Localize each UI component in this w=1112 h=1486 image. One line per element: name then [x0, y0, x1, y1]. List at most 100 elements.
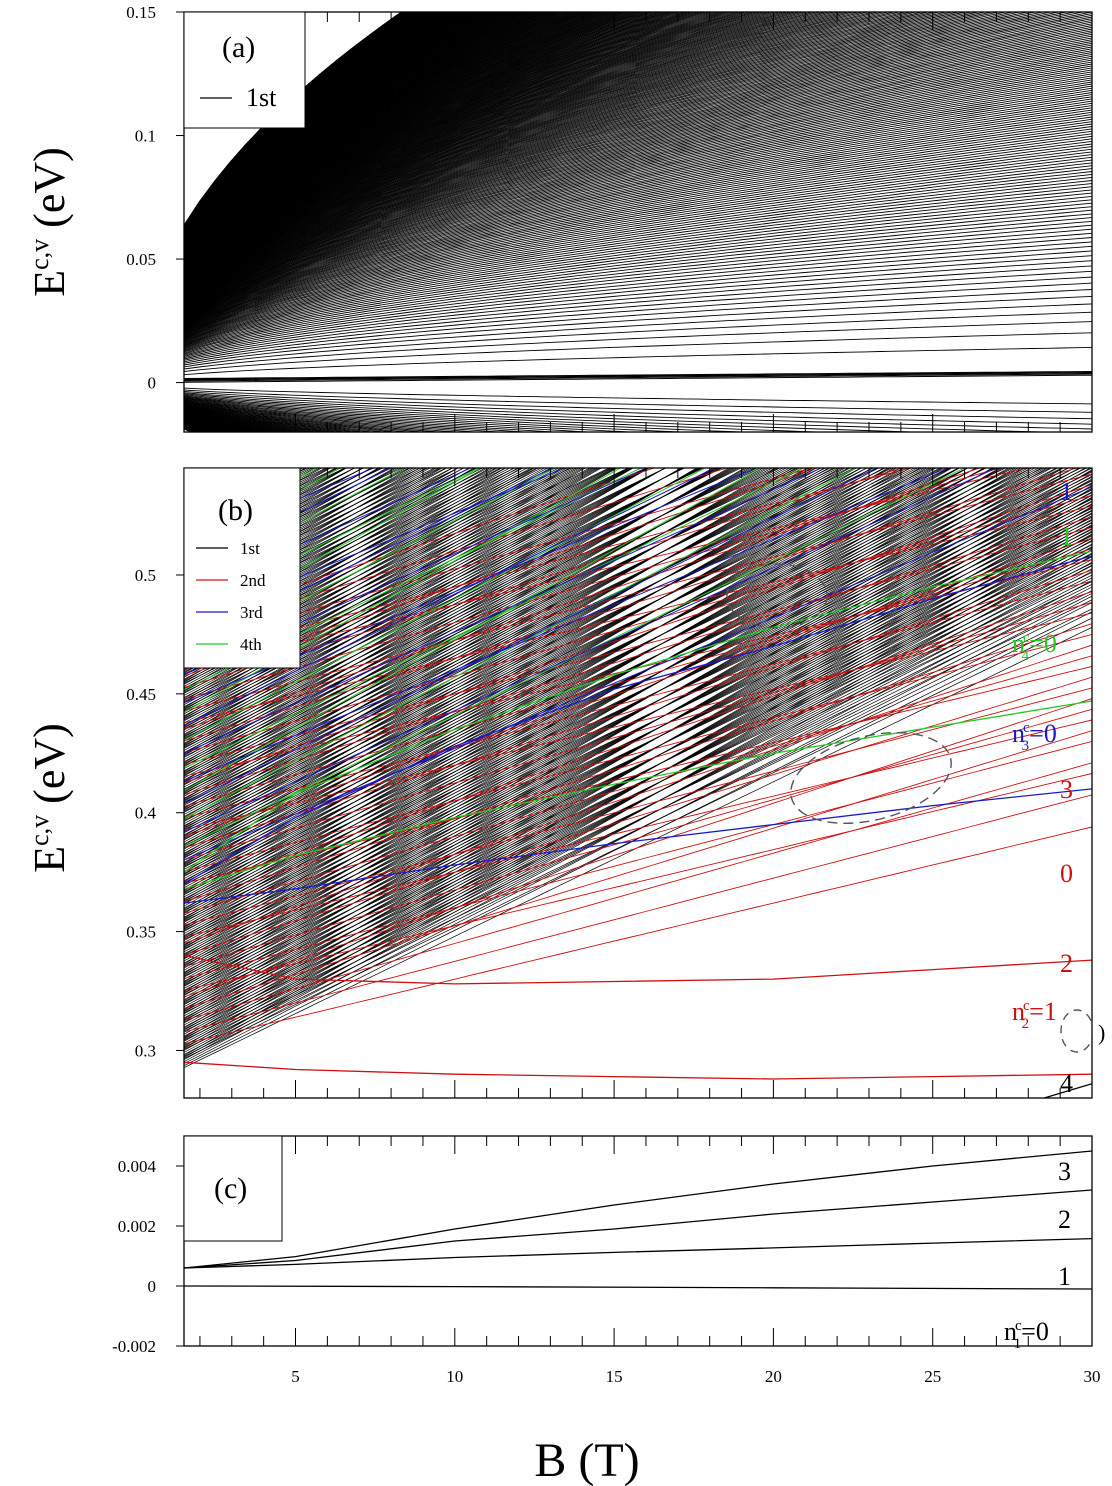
level-line-1st — [184, 470, 1092, 953]
level-line-3rd — [184, 468, 998, 833]
level-line-1st — [184, 468, 356, 559]
level-line-1st — [184, 468, 523, 663]
level-line-2nd — [184, 773, 1092, 991]
level-line-1st — [184, 488, 1092, 971]
level-line-1st — [184, 468, 421, 583]
level-line-1st — [184, 475, 1092, 985]
level-line — [184, 130, 1092, 327]
level-line — [184, 199, 1092, 343]
y-tick-label: 0.002 — [118, 1217, 156, 1236]
level-line — [184, 23, 1092, 303]
level-line-1st — [184, 468, 630, 691]
level-line — [184, 12, 810, 285]
level-line — [184, 67, 1092, 313]
level-line-1st — [184, 468, 597, 687]
anticrossing-markers — [726, 563, 1092, 1053]
series-1st-n4 — [1044, 1083, 1092, 1098]
level-line — [184, 402, 428, 432]
level-line-1st — [184, 468, 348, 562]
level-line-1st — [184, 468, 633, 713]
level-line — [184, 371, 1092, 380]
level-line-1st — [184, 468, 705, 721]
level-line-2nd — [184, 468, 982, 730]
level-line-1st — [184, 468, 459, 614]
panel-a-label: (a) — [222, 31, 255, 64]
level-line-4th — [184, 468, 707, 741]
level-line — [184, 32, 1092, 305]
level-line — [184, 12, 403, 226]
level-line-2nd — [184, 644, 1092, 944]
level-line-1st — [184, 468, 818, 776]
level-line-1st — [184, 468, 918, 868]
level-line-1st — [184, 468, 566, 676]
level-line-1st — [184, 468, 923, 838]
y-tick-label: 0.35 — [126, 923, 156, 942]
level-line — [184, 57, 1092, 311]
level-line — [184, 12, 1045, 298]
y-tick-label: 0.004 — [118, 1157, 157, 1176]
panel-c: 0.004 0.002 0 -0.002 5 10 15 20 25 30 (c) 3 2 1 n… — [112, 1135, 1101, 1486]
level-line-1st — [184, 468, 403, 574]
level-line-1st — [184, 468, 862, 848]
level-line-1st — [184, 468, 568, 683]
level-line — [184, 295, 1092, 364]
level-line — [184, 12, 748, 280]
level-line — [184, 162, 1092, 334]
level-line — [184, 12, 755, 280]
y-tick-label: 0 — [148, 374, 157, 393]
level-line — [184, 165, 1092, 335]
level-line — [184, 402, 445, 432]
level-line — [184, 12, 1069, 299]
level-line-1st — [184, 468, 489, 625]
level-line — [184, 400, 506, 432]
level-line-1st — [184, 468, 535, 638]
level-line — [184, 16, 1092, 302]
level-line-1st — [184, 468, 1040, 909]
level-line-1st — [184, 468, 372, 573]
level-line-2nd — [184, 537, 1092, 837]
level-line — [184, 12, 1008, 297]
level-line-1st — [184, 538, 1092, 993]
level-line — [184, 71, 1092, 314]
series-c-n0 — [184, 1285, 1092, 1290]
level-line-2nd — [184, 494, 1092, 754]
y-tick-label: 0.3 — [135, 1041, 156, 1060]
level-line-3rd — [184, 468, 878, 805]
level-line — [184, 12, 907, 291]
level-line-1st — [184, 468, 491, 645]
level-line — [184, 65, 1092, 313]
y-tick-label: 0.5 — [135, 566, 156, 585]
level-line-1st — [184, 468, 365, 556]
level-line-1st — [184, 494, 1092, 1004]
level-line — [184, 260, 1092, 356]
level-line-1st — [184, 468, 599, 694]
level-line — [184, 400, 532, 432]
level-line-2nd — [184, 468, 813, 647]
level-line-2nd — [184, 655, 1092, 914]
x-tick-label: 10 — [446, 1367, 463, 1386]
level-line — [184, 176, 1092, 338]
level-line — [184, 154, 1092, 333]
level-line-1st — [184, 468, 797, 811]
level-line-1st — [184, 468, 1070, 951]
level-line — [184, 255, 1092, 355]
level-line — [184, 12, 777, 282]
level-line-1st — [184, 468, 685, 719]
level-line-1st — [184, 468, 593, 673]
level-line-1st — [184, 517, 1092, 959]
level-line — [184, 140, 1092, 330]
level-line-1st — [184, 468, 390, 577]
level-line-4th — [184, 468, 643, 691]
level-line-1st — [184, 468, 470, 628]
level-line-1st — [184, 468, 618, 718]
level-line — [184, 77, 1092, 315]
level-line-3rd — [184, 468, 554, 648]
level-line — [184, 94, 1092, 319]
series-2nd-n2 — [184, 954, 1092, 985]
level-line-1st — [184, 468, 373, 568]
level-line — [184, 55, 1092, 310]
level-line-1st — [184, 468, 1029, 916]
level-line — [184, 12, 690, 274]
level-line — [184, 265, 1092, 357]
